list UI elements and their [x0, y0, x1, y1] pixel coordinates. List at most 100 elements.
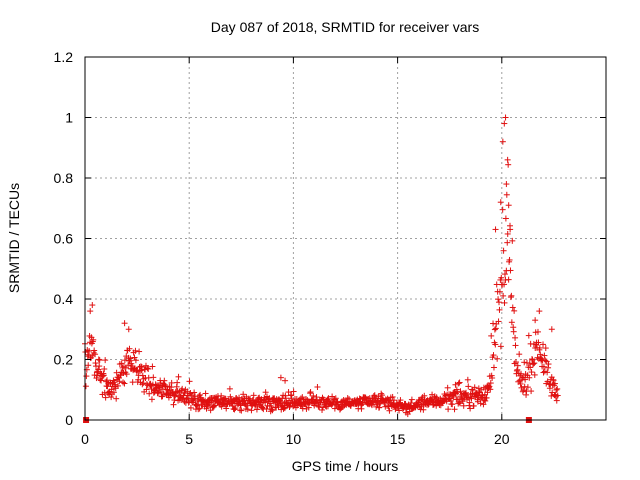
data-point — [148, 396, 155, 403]
y-tick-label: 1.2 — [54, 49, 74, 65]
data-point — [517, 380, 524, 387]
data-points — [82, 114, 561, 418]
data-point — [127, 355, 134, 362]
data-point — [137, 367, 144, 374]
data-point — [493, 281, 500, 288]
data-point — [96, 363, 103, 370]
data-point — [454, 389, 461, 396]
data-point — [495, 318, 502, 325]
data-point — [121, 320, 128, 327]
data-point — [490, 364, 497, 371]
data-point — [89, 302, 96, 309]
data-point — [467, 405, 474, 412]
grid-lines — [85, 57, 606, 420]
data-point — [123, 371, 130, 378]
data-point — [445, 406, 452, 413]
chart-title: Day 087 of 2018, SRMTID for receiver var… — [211, 19, 479, 35]
data-point — [536, 308, 543, 315]
data-point — [238, 407, 245, 414]
data-point — [548, 326, 555, 333]
data-point — [511, 307, 518, 314]
data-point — [536, 344, 543, 351]
data-point — [534, 354, 541, 361]
y-tick-label: 0 — [65, 412, 73, 428]
data-point — [96, 357, 103, 364]
data-point — [512, 334, 519, 341]
data-point — [150, 374, 157, 381]
data-point — [490, 352, 497, 359]
tick-labels: 0 0.2 0.4 0.6 0.8 1 1.2 0 5 10 15 20 — [54, 49, 510, 447]
data-point — [170, 401, 177, 408]
data-point — [491, 326, 498, 333]
data-point — [540, 341, 547, 348]
data-point — [505, 276, 512, 283]
data-point — [92, 351, 99, 358]
data-point — [503, 181, 510, 188]
data-point — [136, 348, 143, 355]
data-point — [226, 385, 233, 392]
data-point — [540, 363, 547, 370]
x-tick-label: 20 — [494, 431, 510, 447]
data-point — [125, 326, 132, 333]
data-point — [528, 388, 535, 395]
data-point — [527, 364, 534, 371]
data-point — [530, 360, 537, 367]
data-point — [503, 191, 510, 198]
data-point — [307, 389, 314, 396]
data-point — [91, 347, 98, 354]
data-point — [444, 384, 451, 391]
data-point — [512, 342, 519, 349]
data-point — [545, 361, 552, 368]
data-point — [499, 138, 506, 145]
data-point — [496, 306, 503, 313]
data-point — [162, 383, 169, 390]
data-point — [371, 392, 378, 399]
data-point — [121, 380, 128, 387]
data-point — [186, 398, 193, 405]
data-point — [262, 389, 269, 396]
data-point — [379, 392, 386, 399]
data-point — [504, 156, 511, 163]
data-point — [553, 397, 560, 404]
data-point — [290, 388, 297, 395]
data-point — [118, 360, 125, 367]
data-point — [116, 378, 123, 385]
data-point — [496, 288, 503, 295]
data-point — [95, 366, 102, 373]
data-point — [486, 383, 493, 390]
data-point — [132, 347, 139, 354]
data-point — [275, 404, 282, 411]
data-point — [282, 377, 289, 384]
data-point — [113, 395, 120, 402]
data-point — [456, 379, 463, 386]
data-point — [407, 400, 414, 407]
data-point — [408, 396, 415, 403]
data-point — [188, 392, 195, 399]
data-point — [471, 384, 478, 391]
data-point — [168, 379, 175, 386]
data-point — [494, 355, 501, 362]
data-point — [482, 397, 489, 404]
y-tick-label: 1 — [65, 110, 73, 126]
data-point — [504, 239, 511, 246]
data-point — [244, 406, 251, 413]
data-point — [451, 406, 458, 413]
data-point — [108, 394, 115, 401]
data-point — [263, 406, 270, 413]
data-point — [487, 386, 494, 393]
data-point — [253, 406, 260, 413]
data-point — [236, 407, 243, 414]
data-point — [203, 405, 210, 412]
data-point — [548, 374, 555, 381]
data-point — [505, 202, 512, 209]
data-point — [509, 237, 516, 244]
data-point — [93, 375, 100, 382]
data-point — [157, 380, 164, 387]
data-point — [505, 161, 512, 168]
data-point — [202, 390, 209, 397]
data-point — [433, 394, 440, 401]
x-tick-label: 15 — [390, 431, 406, 447]
data-point — [500, 247, 507, 254]
data-point — [237, 402, 244, 409]
